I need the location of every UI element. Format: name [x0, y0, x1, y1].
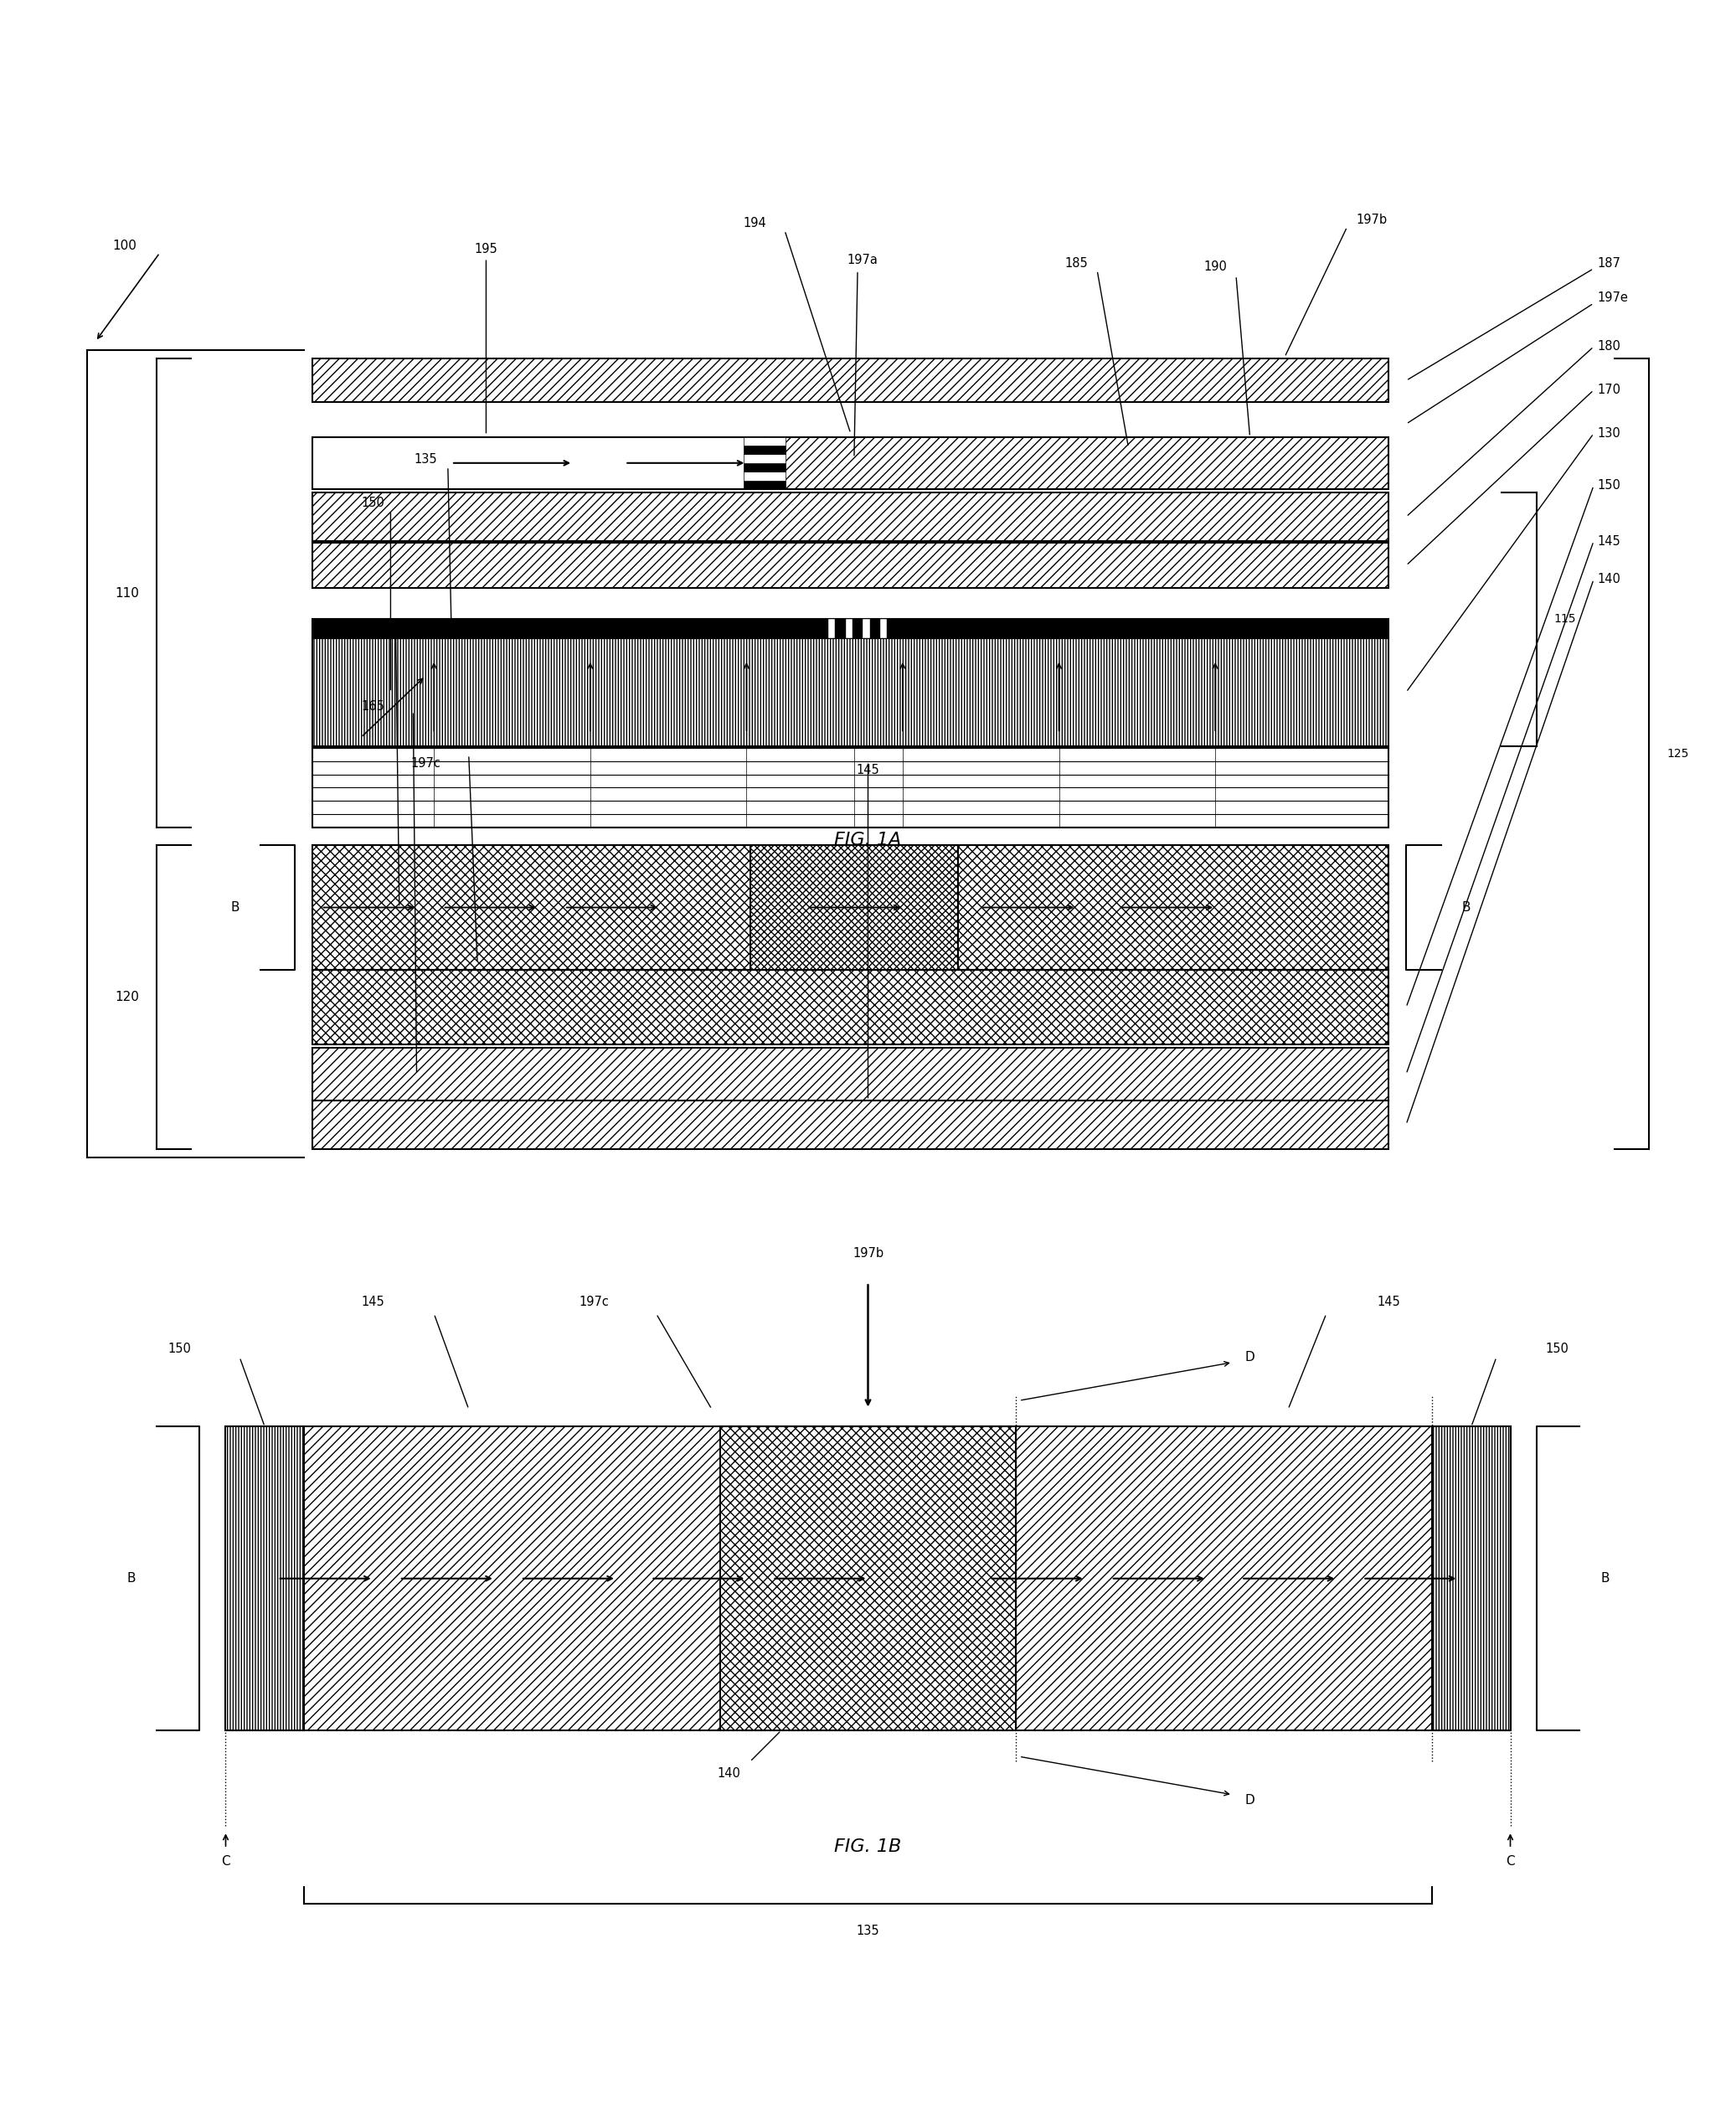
Bar	[880, 620, 887, 639]
Text: 130: 130	[1597, 427, 1620, 440]
Bar	[720, 1427, 1016, 1731]
Text: 150: 150	[1545, 1342, 1568, 1355]
Text: 145: 145	[1377, 1296, 1401, 1308]
Text: C: C	[220, 1856, 231, 1867]
Bar	[312, 359, 1389, 401]
Text: 190: 190	[1203, 261, 1227, 274]
Text: 197b: 197b	[1356, 215, 1387, 227]
Bar	[312, 971, 1389, 1045]
Text: 150: 150	[361, 497, 385, 510]
Bar	[312, 493, 1389, 542]
Text: D: D	[1245, 1793, 1255, 1805]
Text: 115: 115	[1554, 614, 1576, 624]
Text: 145: 145	[361, 1296, 385, 1308]
Bar	[312, 639, 1389, 746]
Bar	[871, 620, 878, 639]
Text: B: B	[1601, 1572, 1609, 1585]
Bar	[743, 480, 785, 489]
Bar	[312, 544, 1389, 588]
Text: C: C	[1505, 1856, 1516, 1867]
Bar	[312, 1047, 1389, 1100]
Text: 187: 187	[1597, 257, 1620, 270]
Bar	[312, 748, 1389, 828]
Bar	[743, 438, 785, 446]
Text: 160: 160	[361, 624, 385, 637]
Text: FIG. 1B: FIG. 1B	[835, 1839, 901, 1854]
Bar	[312, 1100, 1389, 1149]
Bar	[845, 620, 852, 639]
Bar	[854, 620, 861, 639]
Bar	[743, 446, 785, 455]
Bar	[226, 1427, 304, 1731]
Text: 185: 185	[1064, 257, 1088, 270]
Text: B: B	[231, 901, 240, 913]
Bar	[743, 455, 785, 463]
Text: D: D	[1245, 1351, 1255, 1364]
Bar	[764, 438, 1389, 489]
Text: 150: 150	[168, 1342, 191, 1355]
Text: 110: 110	[115, 586, 139, 599]
Bar	[828, 620, 835, 639]
Text: 140: 140	[717, 1767, 741, 1780]
Bar	[312, 438, 764, 489]
Bar	[312, 620, 1389, 639]
Text: 135: 135	[413, 452, 437, 465]
Text: 140: 140	[1597, 573, 1620, 586]
Text: 125: 125	[1667, 748, 1689, 760]
Text: 197a: 197a	[847, 253, 878, 266]
Text: 150: 150	[1597, 480, 1620, 493]
Bar	[837, 620, 844, 639]
Text: 197b: 197b	[852, 1247, 884, 1260]
Text: 197c: 197c	[410, 756, 441, 769]
Text: 145: 145	[1597, 535, 1620, 548]
Text: 100: 100	[113, 240, 137, 253]
Text: B: B	[1462, 901, 1470, 913]
Bar	[1432, 1427, 1510, 1731]
Text: 120: 120	[115, 990, 139, 1003]
Text: 145: 145	[856, 765, 880, 777]
Text: B: B	[127, 1572, 135, 1585]
Text: 197c: 197c	[578, 1296, 609, 1308]
Text: 197e: 197e	[1597, 291, 1628, 304]
Text: 195: 195	[474, 242, 498, 255]
Bar	[863, 620, 870, 639]
Bar	[743, 463, 785, 472]
Bar	[743, 472, 785, 480]
Text: 135: 135	[856, 1924, 880, 1937]
Bar	[312, 845, 1389, 971]
Bar	[750, 845, 958, 971]
Text: 194: 194	[743, 217, 767, 229]
Text: 165: 165	[361, 699, 385, 712]
Text: 170: 170	[1597, 384, 1621, 397]
Text: 180: 180	[1597, 340, 1620, 353]
Bar	[226, 1427, 1510, 1731]
Text: FIG. 1A: FIG. 1A	[835, 830, 901, 847]
